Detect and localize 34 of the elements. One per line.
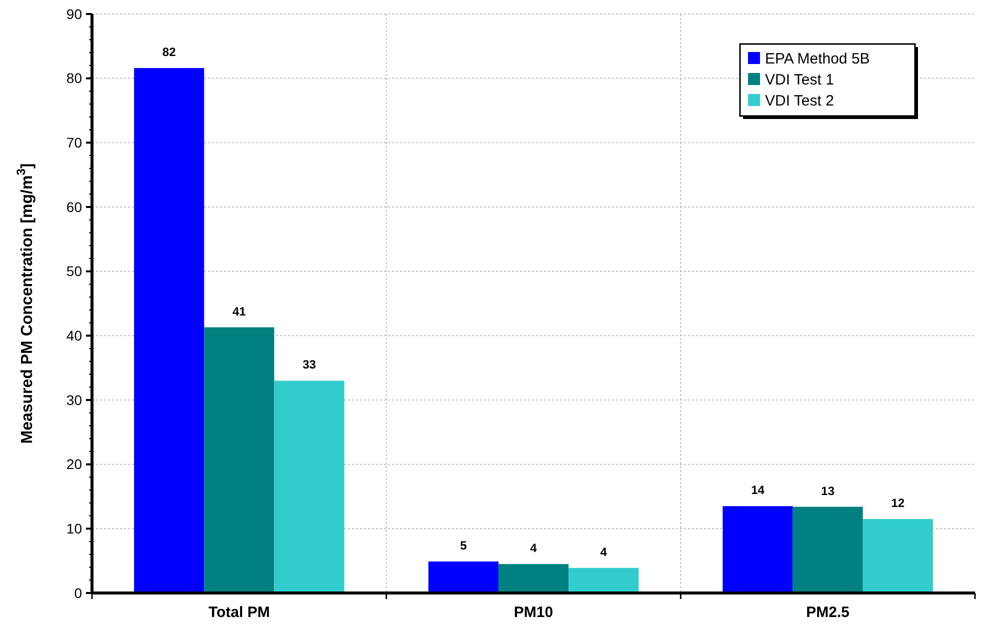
data-label: 41 (232, 304, 246, 318)
y-tick-label: 90 (66, 6, 82, 22)
data-label: 5 (460, 538, 468, 552)
bar (568, 568, 639, 593)
y-tick-label: 30 (66, 392, 82, 408)
data-label: 4 (530, 541, 538, 556)
data-label: 4 (600, 544, 608, 559)
y-tick-label: 50 (66, 263, 82, 280)
y-tick-label: 10 (66, 520, 82, 537)
legend-label: EPA Method 5B (765, 50, 870, 68)
bar (134, 68, 204, 593)
bar (722, 506, 793, 593)
y-tick-label: 60 (66, 198, 82, 215)
data-label: 12 (891, 496, 905, 510)
legend-label: VDI Test 2 (765, 92, 834, 110)
bar (274, 380, 344, 593)
y-tick-label: 20 (66, 456, 82, 472)
x-tick-label: PM10 (514, 604, 554, 621)
y-tick-label: 70 (66, 134, 82, 151)
data-label: 33 (302, 358, 316, 372)
data-label: 82 (162, 45, 176, 60)
legend-label: VDI Test 1 (765, 71, 834, 88)
y-tick-label: 40 (66, 328, 82, 344)
x-tick-label: Total PM (208, 604, 270, 621)
bar (428, 561, 498, 593)
data-label: 13 (821, 484, 835, 498)
bar (498, 564, 569, 593)
y-tick-label: 80 (66, 70, 82, 86)
data-label: 14 (751, 483, 765, 498)
bar (204, 327, 274, 593)
bar (862, 519, 933, 593)
bar (792, 506, 863, 593)
x-tick-label: PM2.5 (806, 604, 850, 621)
y-tick-label: 0 (74, 584, 82, 601)
